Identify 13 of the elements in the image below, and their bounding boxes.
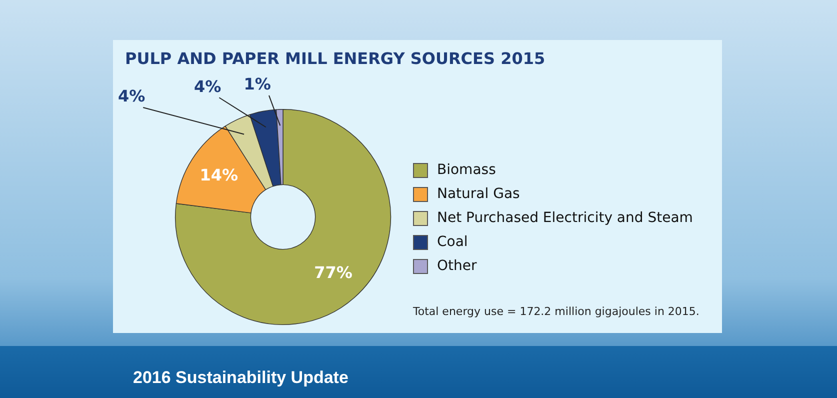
legend-label: Biomass (437, 162, 496, 178)
legend-label: Coal (437, 234, 468, 250)
chart-title: PULP AND PAPER MILL ENERGY SOURCES 2015 (125, 49, 546, 68)
data-label: 1% (244, 74, 271, 94)
text: 2016 Sustainability Update (133, 368, 348, 388)
legend-label: Net Purchased Electricity and Steam (437, 210, 693, 226)
data-label: 4% (118, 86, 146, 106)
text: Total energy use = 172.2 million gigajoules in 2015. (413, 305, 700, 318)
data-label: 14% (200, 165, 238, 184)
legend-label: Other (437, 258, 477, 274)
data-label: 4% (194, 76, 222, 96)
data-label: 77% (314, 263, 352, 282)
legend-label: Natural Gas (437, 186, 520, 202)
